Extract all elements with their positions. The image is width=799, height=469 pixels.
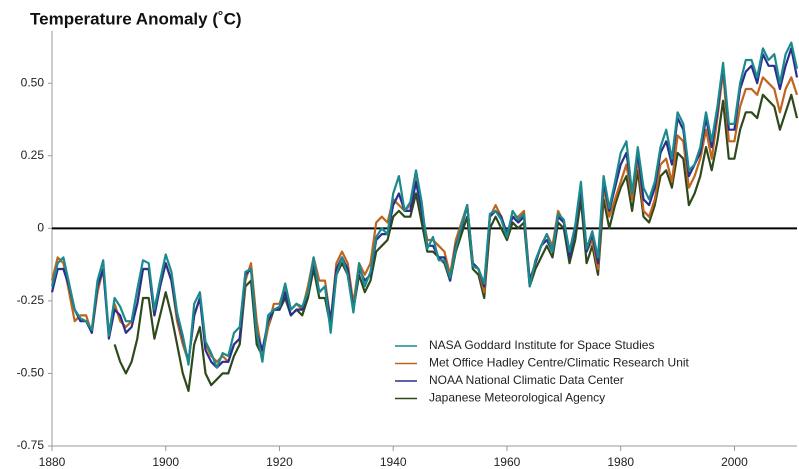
legend-label: NASA Goddard Institute for Space Studies <box>429 338 654 352</box>
y-tick-label: -0.75 <box>17 438 45 452</box>
y-tick-label: -0.25 <box>17 293 45 307</box>
series-line <box>50 41 799 369</box>
y-tick-label: 0 <box>37 221 44 235</box>
legend-label: NOAA National Climatic Data Center <box>429 373 624 387</box>
x-tick-label: 1920 <box>266 455 293 469</box>
legend-label: Met Office Hadley Centre/Climatic Resear… <box>429 356 690 370</box>
x-tick-label: 2000 <box>721 455 748 469</box>
chart-title: Temperature Anomaly (˚C) <box>30 9 242 28</box>
legend-label: Japanese Meteorological Agency <box>429 391 605 405</box>
x-tick-label: 1900 <box>152 455 179 469</box>
x-tick-label: 1880 <box>39 455 66 469</box>
x-tick-label: 1940 <box>380 455 407 469</box>
x-tick-label: 1960 <box>494 455 521 469</box>
series-line <box>50 47 799 369</box>
y-tick-label: -0.50 <box>17 366 45 380</box>
x-tick-label: 1980 <box>607 455 634 469</box>
y-tick-label: 0.50 <box>21 75 45 89</box>
y-tick-label: 0.25 <box>21 148 45 162</box>
